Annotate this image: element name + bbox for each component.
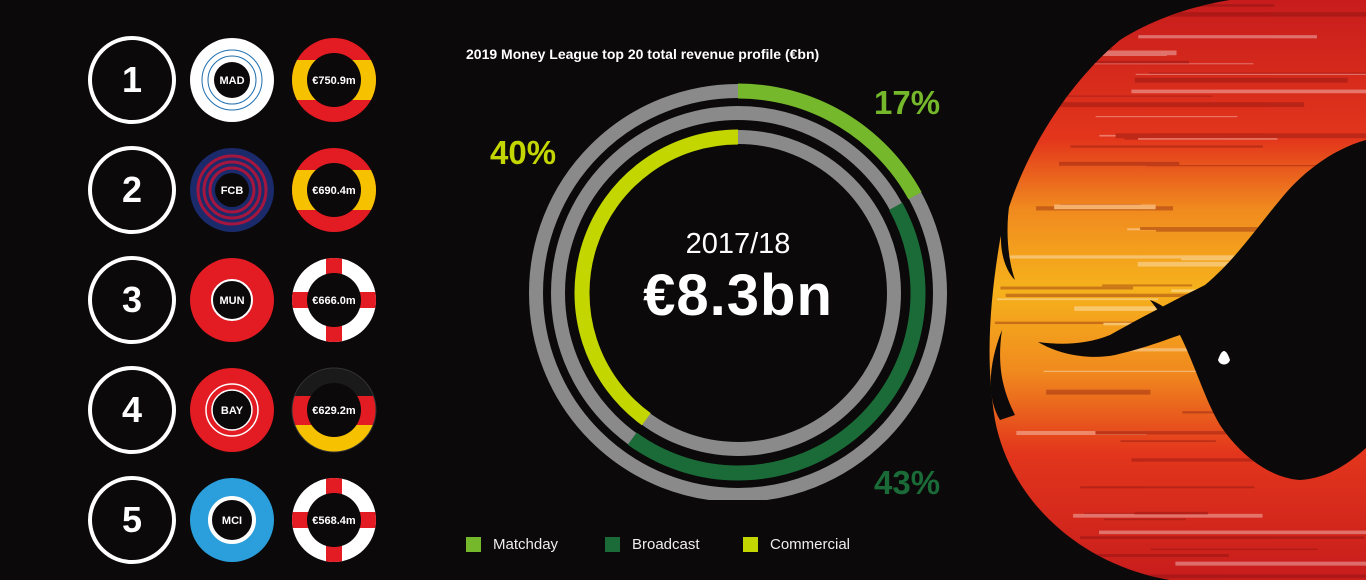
club-badge: MUN (188, 256, 276, 344)
donut-arc-commercial (574, 129, 739, 426)
legend-swatch (743, 537, 758, 552)
legend-matchday: Matchday (466, 536, 558, 553)
ranking-row: 1 MAD €750.9m (88, 36, 388, 136)
revenue-badge: €750.9m (290, 36, 378, 124)
revenue-value: €750.9m (312, 75, 356, 87)
donut-arc-matchday (737, 83, 922, 200)
center-season: 2017/18 (685, 228, 791, 260)
rank-number: 3 (88, 256, 176, 344)
legend-label: Matchday (493, 536, 559, 553)
club-badge-icon: MCI (190, 478, 274, 562)
revenue-donut-chart (529, 83, 947, 500)
rank-number: 4 (88, 366, 176, 454)
matchday-percent: 17% (874, 84, 941, 121)
club-badge: MCI (188, 476, 276, 564)
revenue-badge: €666.0m (290, 256, 378, 344)
legend-label: Broadcast (632, 536, 700, 553)
legend-swatch (466, 537, 481, 552)
legend-commercial: Commercial (743, 536, 850, 553)
spanish-flag-bull-icon (989, 0, 1366, 580)
revenue-badge: €629.2m (290, 366, 378, 454)
revenue-badge: €568.4m (290, 476, 378, 564)
club-badge: FCB (188, 146, 276, 234)
revenue-value: €629.2m (312, 405, 356, 417)
ranking-row: 5 MCI €568.4m (88, 476, 388, 576)
club-badge-icon: MUN (190, 258, 274, 342)
revenue-value: €568.4m (312, 515, 356, 527)
center-total: €8.3bn (643, 263, 833, 328)
club-badge: MAD (188, 36, 276, 124)
spain-flag-ring-icon: €750.9m (292, 38, 376, 122)
ranking-row: 4 BAY €629.2m (88, 366, 388, 466)
germany-flag-ring-icon: €629.2m (291, 367, 377, 453)
revenue-value: €666.0m (312, 295, 356, 307)
ranking-row: 3 MUN €666.0m (88, 256, 388, 356)
club-code: FCB (221, 185, 244, 197)
england-flag-ring-icon: €666.0m (292, 258, 376, 342)
rank-number: 2 (88, 146, 176, 234)
chart-title: 2019 Money League top 20 total revenue p… (466, 46, 820, 62)
ranking-row: 2 FCB €690.4m (88, 146, 388, 246)
legend-label: Commercial (770, 536, 851, 553)
revenue-badge: €690.4m (290, 146, 378, 234)
donut-arc-broadcast (627, 202, 926, 481)
legend-broadcast: Broadcast (605, 536, 700, 553)
legend-swatch (605, 537, 620, 552)
club-badge: BAY (188, 366, 276, 454)
club-code: MUN (219, 295, 244, 307)
club-badge-icon: BAY (190, 368, 274, 452)
club-badge-icon: FCB (190, 148, 274, 232)
club-badge-icon: MAD (190, 38, 274, 122)
club-code: BAY (221, 405, 244, 417)
rank-number: 5 (88, 476, 176, 564)
spain-flag-ring-icon: €690.4m (292, 148, 376, 232)
rank-number: 1 (88, 36, 176, 124)
broadcast-percent: 43% (874, 464, 941, 501)
revenue-value: €690.4m (312, 185, 356, 197)
commercial-percent: 40% (490, 134, 557, 171)
england-flag-ring-icon: €568.4m (292, 478, 376, 562)
club-code: MCI (222, 515, 242, 527)
club-code: MAD (219, 75, 244, 87)
